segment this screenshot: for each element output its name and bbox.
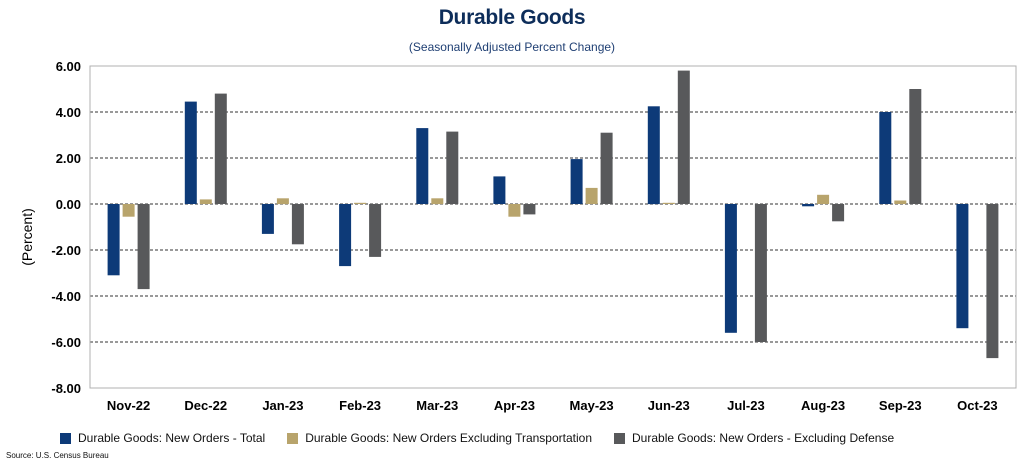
legend-swatch-ex-defense bbox=[614, 432, 626, 444]
source-note: Source: U.S. Census Bureau bbox=[6, 451, 109, 460]
bar bbox=[647, 106, 660, 205]
bar bbox=[879, 112, 892, 204]
chart-title: Durable Goods bbox=[438, 6, 586, 29]
legend-item-total: Durable Goods: New Orders - Total bbox=[60, 431, 265, 445]
plot-frame bbox=[89, 65, 1017, 389]
bar bbox=[894, 200, 907, 204]
y-tick-label: 6.00 bbox=[56, 59, 81, 74]
bar bbox=[431, 198, 444, 205]
legend-label-ex-defense: Durable Goods: New Orders - Excluding De… bbox=[632, 431, 895, 445]
bar bbox=[446, 131, 459, 204]
x-tick-label: Aug-23 bbox=[801, 398, 845, 413]
bar bbox=[199, 199, 212, 204]
legend-swatch-total bbox=[60, 432, 71, 444]
y-tick-label: -6.00 bbox=[51, 335, 81, 350]
x-tick-label: Mar-23 bbox=[416, 398, 458, 413]
y-tick-label: -2.00 bbox=[51, 243, 81, 258]
y-tick-label: 4.00 bbox=[56, 105, 81, 120]
y-axis-label: (Percent) bbox=[19, 208, 35, 266]
y-tick-label: -4.00 bbox=[51, 289, 81, 304]
chart-subtitle: (Seasonally Adjusted Percent Change) bbox=[408, 40, 616, 54]
bar bbox=[369, 204, 382, 257]
bar bbox=[508, 204, 521, 217]
bar bbox=[261, 204, 274, 234]
y-tick-label: 2.00 bbox=[56, 151, 81, 166]
bars bbox=[107, 70, 999, 359]
bar bbox=[354, 202, 367, 204]
bar bbox=[416, 128, 429, 204]
x-tick-label: May-23 bbox=[570, 398, 614, 413]
bar bbox=[677, 70, 690, 204]
bar bbox=[585, 187, 598, 204]
bar bbox=[754, 204, 767, 342]
bar bbox=[956, 204, 969, 329]
bar bbox=[523, 204, 536, 215]
bar bbox=[909, 89, 922, 204]
legend-item-ex-defense: Durable Goods: New Orders - Excluding De… bbox=[614, 431, 894, 445]
x-tick-label: Jun-23 bbox=[648, 398, 690, 413]
bar bbox=[291, 204, 304, 245]
legend-item-ex-transportation: Durable Goods: New Orders Excluding Tran… bbox=[287, 431, 592, 445]
x-axis-ticks: Nov-22 Dec-22 Jan-23 Feb-23 Mar-23 Apr-23 May-… bbox=[107, 398, 998, 413]
bar bbox=[662, 202, 675, 204]
legend-label-total: Durable Goods: New Orders - Total bbox=[78, 431, 266, 445]
bar bbox=[724, 204, 737, 333]
x-tick-label: Feb-23 bbox=[339, 398, 381, 413]
x-tick-label: Oct-23 bbox=[957, 398, 997, 413]
y-axis-ticks: 6.00 4.00 2.00 0.00 -2.00 -4.00 -6.00 -8.00 bbox=[51, 59, 81, 396]
bar bbox=[493, 176, 506, 204]
x-tick-label: Nov-22 bbox=[107, 398, 150, 413]
legend-label-ex-transportation: Durable Goods: New Orders Excluding Tran… bbox=[305, 431, 593, 445]
x-tick-label: Apr-23 bbox=[494, 398, 535, 413]
bar bbox=[570, 159, 583, 204]
bar bbox=[832, 204, 845, 222]
bar bbox=[122, 204, 135, 217]
bar bbox=[137, 204, 150, 290]
bar bbox=[107, 204, 120, 276]
y-tick-label: -8.00 bbox=[51, 381, 81, 396]
gridlines bbox=[90, 111, 1016, 343]
bar bbox=[802, 204, 815, 207]
bar bbox=[184, 101, 197, 204]
legend-swatch-ex-transportation bbox=[287, 432, 299, 444]
bar bbox=[600, 132, 613, 204]
y-tick-label: 0.00 bbox=[56, 197, 81, 212]
x-tick-label: Jan-23 bbox=[262, 398, 303, 413]
bar bbox=[986, 204, 999, 359]
x-tick-label: Sep-23 bbox=[879, 398, 922, 413]
bar bbox=[817, 194, 830, 204]
bar bbox=[339, 204, 352, 267]
legend: Durable Goods: New Orders - Total Durabl… bbox=[60, 431, 894, 445]
x-tick-label: Jul-23 bbox=[727, 398, 765, 413]
bar bbox=[214, 93, 227, 204]
bar bbox=[276, 198, 289, 205]
x-tick-label: Dec-22 bbox=[184, 398, 227, 413]
